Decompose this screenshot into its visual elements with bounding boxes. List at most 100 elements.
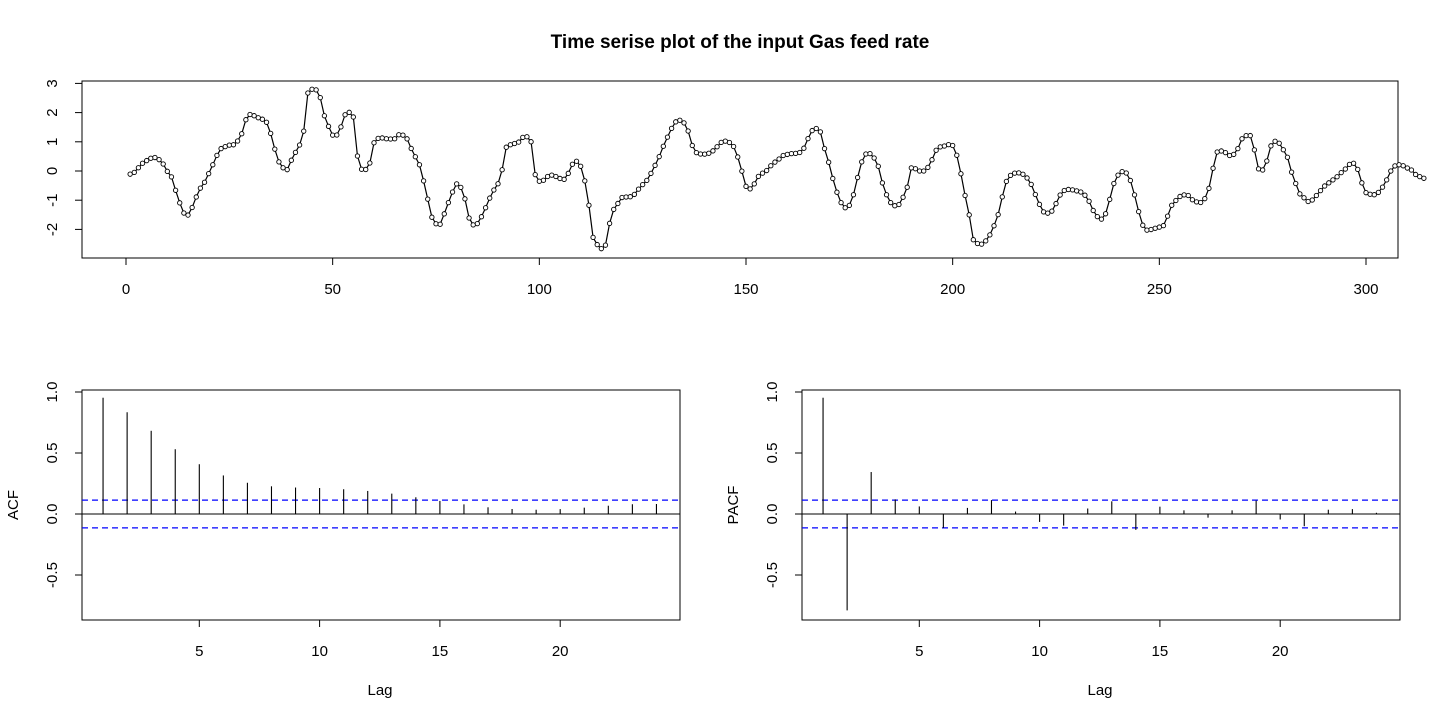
data-point	[747, 186, 753, 192]
data-point	[664, 134, 671, 140]
data-point	[214, 152, 220, 159]
data-point	[950, 142, 956, 149]
data-point	[276, 159, 282, 165]
data-point	[735, 154, 741, 160]
data-point	[144, 157, 150, 164]
data-point	[371, 140, 377, 146]
data-point	[1078, 189, 1084, 195]
data-point	[503, 144, 509, 150]
data-point	[1111, 180, 1117, 187]
data-point	[1003, 178, 1010, 185]
data-point	[854, 174, 861, 181]
data-point	[677, 117, 683, 123]
data-point	[598, 246, 604, 252]
data-point	[1388, 168, 1394, 174]
pacf-y-axis-label: PACF	[725, 486, 742, 525]
data-point	[743, 183, 749, 189]
data-point	[268, 130, 274, 137]
data-point	[301, 128, 307, 134]
data-point	[218, 145, 224, 152]
data-point	[1421, 175, 1427, 181]
data-point	[1123, 170, 1129, 176]
data-point	[288, 157, 294, 163]
data-point	[962, 192, 968, 199]
data-point	[408, 145, 414, 152]
data-point	[995, 212, 1001, 218]
data-point	[263, 119, 270, 125]
data-point	[945, 142, 952, 148]
data-point	[1280, 147, 1286, 153]
data-point	[1231, 151, 1237, 158]
data-point	[441, 211, 447, 217]
data-point	[536, 178, 542, 184]
y-tick-label: 1.0	[764, 382, 781, 403]
data-point	[210, 162, 216, 168]
data-point	[458, 184, 464, 191]
data-point	[425, 196, 431, 202]
data-point	[925, 164, 931, 171]
data-point	[313, 87, 319, 93]
data-point	[156, 157, 162, 163]
data-point	[1144, 227, 1150, 233]
data-point	[445, 199, 452, 206]
y-tick-label: -0.5	[764, 562, 781, 588]
y-tick-label: 0.0	[764, 504, 781, 525]
data-point	[139, 160, 146, 166]
data-point	[805, 135, 811, 142]
y-tick-label: 3	[44, 79, 61, 87]
data-point	[561, 176, 567, 182]
y-tick-label: -0.5	[44, 562, 61, 588]
data-point	[206, 170, 212, 177]
data-point	[706, 150, 712, 156]
data-point	[557, 175, 563, 182]
data-point	[292, 149, 299, 155]
data-point	[974, 240, 981, 247]
data-point	[1082, 192, 1088, 198]
y-tick-label: 0.5	[44, 443, 61, 464]
data-point	[656, 154, 662, 160]
data-point	[640, 181, 646, 188]
data-point	[520, 134, 526, 141]
data-point	[189, 204, 195, 211]
x-tick-label: 15	[432, 643, 449, 660]
data-point	[466, 215, 472, 221]
data-point	[991, 223, 997, 229]
data-point	[648, 170, 654, 177]
data-point	[193, 194, 199, 200]
data-point	[540, 177, 547, 183]
data-point	[1193, 199, 1200, 205]
data-point	[172, 187, 179, 193]
data-point	[565, 170, 571, 176]
data-point	[528, 139, 534, 145]
data-point	[553, 173, 559, 180]
y-tick-label: 0.5	[764, 443, 781, 464]
data-point	[185, 212, 191, 218]
data-point	[908, 165, 914, 171]
y-tick-label: 1.0	[44, 382, 61, 403]
data-point	[970, 237, 976, 243]
data-point	[768, 163, 774, 169]
data-point	[309, 86, 315, 92]
data-point	[131, 169, 137, 176]
data-point	[230, 142, 237, 148]
data-point	[1371, 192, 1377, 198]
data-point	[354, 153, 361, 159]
data-point	[883, 192, 890, 198]
data-point	[846, 202, 852, 209]
data-point	[859, 159, 865, 165]
data-point	[1032, 191, 1038, 198]
data-point	[1164, 213, 1171, 219]
data-point	[400, 132, 406, 138]
data-point	[933, 147, 939, 153]
x-tick-label: 50	[324, 281, 341, 298]
data-point	[978, 241, 985, 247]
data-point	[792, 150, 799, 157]
data-point	[379, 135, 385, 141]
data-point	[1396, 162, 1402, 168]
data-point	[900, 194, 906, 200]
data-point	[1264, 158, 1270, 164]
data-point	[1098, 216, 1105, 222]
pacf-x-axis-label: Lag	[1087, 682, 1112, 699]
data-point	[1160, 222, 1167, 229]
